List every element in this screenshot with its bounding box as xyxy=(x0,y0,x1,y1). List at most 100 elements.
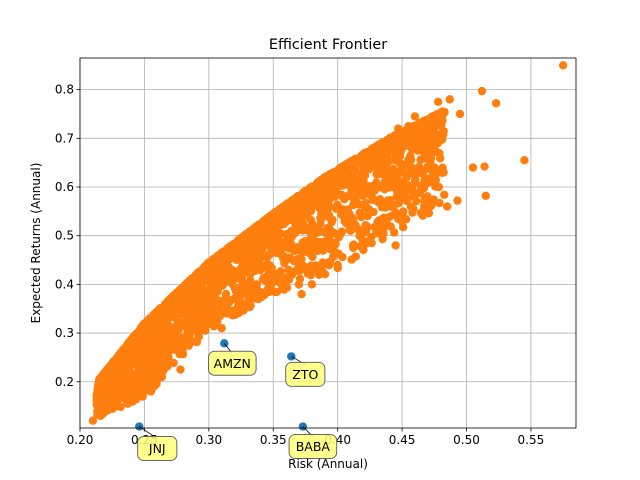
portfolio-point xyxy=(307,204,316,213)
portfolio-point xyxy=(331,204,341,214)
y-tick-label: 0.7 xyxy=(55,131,74,145)
y-tick-label: 0.3 xyxy=(55,326,74,340)
x-tick-label: 0.55 xyxy=(518,433,545,447)
portfolio-point xyxy=(217,323,226,333)
portfolio-point xyxy=(314,225,323,234)
portfolio-point xyxy=(377,159,387,168)
asset-point xyxy=(287,352,296,361)
portfolio-point xyxy=(433,97,443,107)
portfolio-point xyxy=(375,195,385,204)
grid-lines xyxy=(79,58,576,428)
portfolio-point xyxy=(404,168,413,177)
portfolio-point xyxy=(430,129,439,138)
portfolio-point xyxy=(390,141,400,150)
portfolio-point xyxy=(271,272,281,282)
portfolio-point xyxy=(418,211,427,220)
portfolio-point xyxy=(125,377,134,386)
portfolio-point xyxy=(251,223,260,232)
portfolio-point xyxy=(195,271,205,280)
portfolio-point xyxy=(173,317,182,326)
portfolio-point xyxy=(304,227,314,236)
portfolio-point xyxy=(111,394,121,403)
portfolio-point xyxy=(271,220,280,229)
portfolio-point xyxy=(337,170,347,180)
portfolio-point xyxy=(336,163,346,172)
portfolio-point xyxy=(477,86,487,96)
portfolio-point xyxy=(128,357,138,366)
portfolio-point xyxy=(240,289,249,298)
portfolio-point xyxy=(376,139,385,149)
portfolio-point xyxy=(412,164,421,173)
portfolio-point xyxy=(116,402,125,412)
portfolio-point xyxy=(359,149,368,159)
portfolio-point xyxy=(413,144,422,153)
portfolio-point xyxy=(408,135,417,144)
x-axis-label: Risk (Annual) xyxy=(288,457,368,471)
portfolio-point xyxy=(321,197,331,206)
portfolio-point xyxy=(289,245,299,254)
portfolio-point xyxy=(246,279,255,288)
portfolio-point xyxy=(398,208,407,217)
portfolio-point xyxy=(198,286,208,295)
portfolio-point xyxy=(219,257,229,266)
portfolio-point xyxy=(95,375,104,384)
asset-label-box xyxy=(285,361,326,387)
portfolio-point xyxy=(133,389,143,399)
portfolio-point xyxy=(337,190,347,200)
portfolio-point xyxy=(306,270,315,280)
portfolio-point xyxy=(158,357,167,367)
asset-label: BABA xyxy=(296,439,331,454)
portfolio-point xyxy=(185,335,194,344)
portfolio-point xyxy=(426,151,435,160)
portfolio-point xyxy=(366,145,376,155)
portfolio-point xyxy=(329,175,339,185)
portfolio-point xyxy=(127,394,136,403)
portfolio-point xyxy=(394,124,403,133)
asset-label: ZTO xyxy=(292,367,318,382)
portfolio-point xyxy=(185,281,195,290)
portfolio-point xyxy=(380,185,389,194)
portfolio-point xyxy=(404,121,413,131)
portfolio-point xyxy=(442,202,452,211)
portfolio-point xyxy=(254,252,264,261)
portfolio-point xyxy=(348,214,358,223)
portfolio-point xyxy=(420,201,429,210)
portfolio-point xyxy=(267,211,276,220)
portfolio-point xyxy=(231,250,240,260)
portfolio-point xyxy=(410,171,420,180)
portfolio-point xyxy=(271,245,281,255)
portfolio-point xyxy=(212,273,221,283)
portfolio-point xyxy=(329,229,339,238)
portfolio-point xyxy=(236,296,245,306)
portfolio-point xyxy=(410,177,420,186)
asset-label-box xyxy=(137,436,178,462)
portfolio-point xyxy=(227,279,237,289)
portfolio-point xyxy=(110,364,119,374)
portfolio-point xyxy=(491,99,501,108)
portfolio-point xyxy=(315,176,325,186)
portfolio-point xyxy=(93,410,102,419)
portfolio-point xyxy=(158,341,168,351)
y-axis-label: Expected Returns (Annual) xyxy=(29,163,43,324)
portfolio-point xyxy=(382,219,392,229)
portfolio-point xyxy=(398,222,408,232)
x-tick-label: 0.35 xyxy=(260,433,287,447)
portfolio-point xyxy=(215,296,224,306)
portfolio-point xyxy=(164,353,173,362)
portfolio-point xyxy=(407,144,416,153)
portfolio-point xyxy=(144,354,153,364)
portfolio-point xyxy=(431,116,441,125)
portfolio-point xyxy=(93,401,103,410)
portfolio-point xyxy=(361,221,370,230)
portfolio-point xyxy=(308,252,317,262)
portfolio-point xyxy=(406,202,416,211)
portfolio-point xyxy=(397,168,407,177)
asset-label-box xyxy=(207,350,257,376)
portfolio-point xyxy=(416,186,425,195)
portfolio-point xyxy=(173,323,183,333)
portfolio-point xyxy=(209,290,219,300)
portfolio-point xyxy=(250,294,260,303)
portfolio-point xyxy=(268,228,278,238)
portfolio-point xyxy=(190,304,200,313)
x-tick-label: 0.30 xyxy=(195,433,222,447)
